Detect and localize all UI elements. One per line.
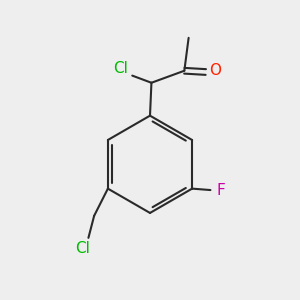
Text: O: O bbox=[209, 63, 221, 78]
Text: F: F bbox=[217, 183, 226, 198]
Text: Cl: Cl bbox=[75, 241, 90, 256]
Text: Cl: Cl bbox=[113, 61, 128, 76]
